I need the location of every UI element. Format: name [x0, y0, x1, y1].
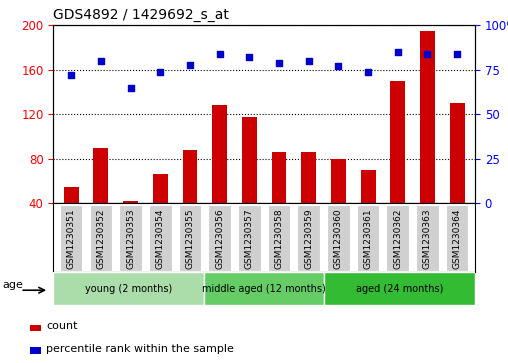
Point — [156, 69, 164, 74]
FancyBboxPatch shape — [60, 205, 82, 271]
FancyBboxPatch shape — [387, 205, 409, 271]
Bar — [450, 103, 465, 203]
Point — [126, 85, 135, 90]
Point — [334, 64, 342, 69]
FancyBboxPatch shape — [446, 205, 468, 271]
FancyBboxPatch shape — [204, 272, 325, 305]
Text: GDS4892 / 1429692_s_at: GDS4892 / 1429692_s_at — [53, 8, 229, 22]
FancyBboxPatch shape — [208, 205, 231, 271]
Point — [67, 72, 75, 78]
Bar — [29, 347, 41, 354]
Bar — [212, 105, 227, 203]
Point — [275, 60, 283, 66]
FancyBboxPatch shape — [357, 205, 379, 271]
Text: GSM1230356: GSM1230356 — [215, 209, 224, 269]
Point — [245, 54, 253, 60]
Bar — [272, 152, 287, 203]
Text: middle aged (12 months): middle aged (12 months) — [202, 284, 326, 294]
Bar — [29, 325, 41, 331]
Text: GSM1230357: GSM1230357 — [245, 209, 254, 269]
Point — [453, 51, 461, 57]
Text: GSM1230353: GSM1230353 — [126, 209, 135, 269]
Text: GSM1230360: GSM1230360 — [334, 209, 343, 269]
Text: GSM1230364: GSM1230364 — [453, 209, 462, 269]
Bar — [420, 31, 435, 203]
FancyBboxPatch shape — [238, 205, 261, 271]
Point — [394, 49, 402, 55]
Text: aged (24 months): aged (24 months) — [356, 284, 443, 294]
Text: age: age — [3, 280, 23, 290]
Point — [364, 69, 372, 74]
Bar — [153, 174, 168, 203]
FancyBboxPatch shape — [119, 205, 142, 271]
Text: GSM1230359: GSM1230359 — [304, 209, 313, 269]
Text: GSM1230352: GSM1230352 — [97, 209, 105, 269]
Point — [97, 58, 105, 64]
Bar — [331, 159, 346, 203]
Text: GSM1230361: GSM1230361 — [364, 209, 372, 269]
Text: percentile rank within the sample: percentile rank within the sample — [46, 344, 234, 354]
FancyBboxPatch shape — [53, 272, 204, 305]
Bar — [390, 81, 405, 203]
Text: GSM1230363: GSM1230363 — [423, 209, 432, 269]
Bar — [242, 117, 257, 203]
FancyBboxPatch shape — [179, 205, 201, 271]
FancyBboxPatch shape — [268, 205, 290, 271]
Text: young (2 months): young (2 months) — [85, 284, 172, 294]
FancyBboxPatch shape — [325, 272, 475, 305]
Text: GSM1230355: GSM1230355 — [185, 209, 195, 269]
FancyBboxPatch shape — [149, 205, 172, 271]
Bar — [123, 201, 138, 203]
Bar — [64, 187, 79, 203]
FancyBboxPatch shape — [297, 205, 320, 271]
Bar — [361, 170, 375, 203]
Point — [423, 51, 431, 57]
Point — [186, 62, 194, 68]
Text: GSM1230354: GSM1230354 — [156, 209, 165, 269]
Bar — [301, 152, 316, 203]
Bar — [93, 148, 108, 203]
Text: GSM1230351: GSM1230351 — [67, 209, 76, 269]
Text: count: count — [46, 321, 78, 331]
Bar — [182, 150, 197, 203]
FancyBboxPatch shape — [89, 205, 112, 271]
Text: GSM1230362: GSM1230362 — [393, 209, 402, 269]
FancyBboxPatch shape — [416, 205, 439, 271]
Text: GSM1230358: GSM1230358 — [274, 209, 283, 269]
Point — [215, 51, 224, 57]
Point — [305, 58, 313, 64]
FancyBboxPatch shape — [327, 205, 350, 271]
